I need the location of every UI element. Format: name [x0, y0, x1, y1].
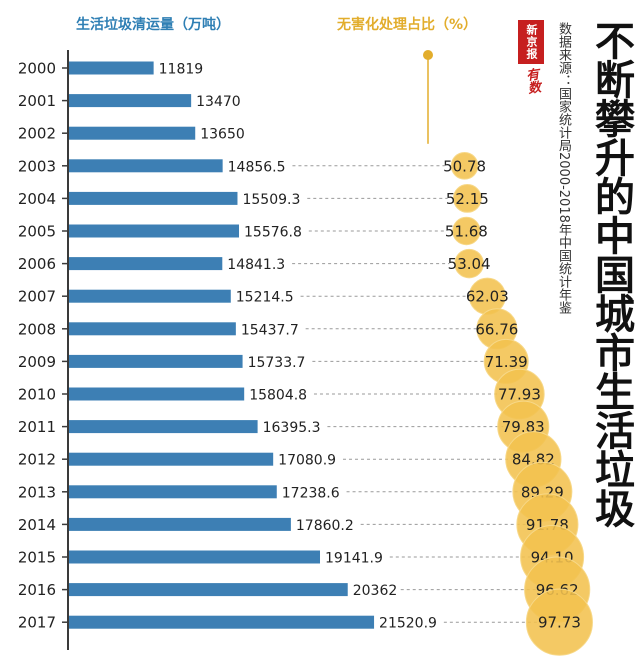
percent-label: 52.15 [446, 190, 489, 208]
bar [69, 61, 154, 75]
year-label: 2012 [18, 451, 56, 469]
bar-value-label: 15804.8 [249, 388, 307, 404]
bar [69, 289, 231, 303]
bubble-series-stem-dot [423, 50, 433, 60]
year-label: 2001 [18, 92, 56, 110]
percent-label: 97.73 [538, 614, 581, 632]
percent-label: 50.78 [443, 157, 486, 175]
percent-label: 53.04 [448, 255, 491, 273]
year-label: 2006 [18, 255, 56, 273]
year-label: 2013 [18, 483, 56, 501]
bar [69, 550, 321, 564]
logo-subtitle: 有数 [522, 67, 541, 95]
bar-value-label: 17080.9 [278, 453, 336, 469]
percent-bubble [452, 183, 482, 213]
bar-value-label: 15437.7 [241, 322, 299, 338]
percent-label: 62.03 [466, 288, 509, 306]
bar [69, 583, 348, 597]
bar [69, 159, 223, 173]
year-label: 2007 [18, 288, 56, 306]
bar [69, 257, 223, 271]
percent-bubble [454, 248, 484, 279]
year-label: 2000 [18, 60, 56, 78]
bar-value-label: 15509.3 [242, 192, 300, 208]
percent-label: 71.39 [485, 353, 528, 371]
year-label: 2008 [18, 320, 56, 338]
bar-value-label: 15733.7 [248, 355, 306, 371]
bar [69, 420, 258, 434]
bar [69, 387, 245, 401]
bar-value-label: 15576.8 [244, 225, 302, 241]
bar-value-label: 15214.5 [236, 290, 294, 306]
bar-value-label: 13470 [196, 94, 241, 110]
year-label: 2005 [18, 223, 56, 241]
chart-title: 不断攀升的中国城市生活垃圾 [588, 20, 634, 527]
bar-value-label: 19141.9 [325, 551, 383, 567]
year-label: 2014 [18, 516, 56, 534]
bar-value-label: 11819 [159, 62, 204, 78]
bar [69, 322, 236, 336]
year-label: 2015 [18, 549, 56, 567]
bar-value-label: 14856.5 [228, 159, 286, 175]
percent-bubble [452, 216, 481, 246]
year-label: 2004 [18, 190, 56, 208]
year-label: 2003 [18, 157, 56, 175]
bar [69, 517, 291, 531]
bar [69, 452, 274, 466]
year-label: 2002 [18, 125, 56, 143]
year-label: 2009 [18, 353, 56, 371]
bar-series-header: 生活垃圾清运量（万吨） [76, 17, 230, 33]
data-source-note: 数据来源：国家统计局2000-2018年中国统计年鉴 [556, 22, 571, 314]
percent-bubble [450, 151, 479, 180]
bar-value-label: 14841.3 [227, 257, 285, 273]
bar-value-label: 17860.2 [296, 518, 354, 534]
percent-label: 77.93 [498, 386, 541, 404]
bar [69, 191, 238, 205]
bar [69, 126, 196, 140]
bar-value-label: 17238.6 [282, 485, 340, 501]
year-label: 2017 [18, 614, 56, 632]
logo-mark: 新京报 [518, 20, 544, 64]
percent-bubble [525, 588, 593, 656]
percent-label: 51.68 [445, 223, 488, 241]
year-label: 2010 [18, 386, 56, 404]
logo: 新京报 有数 [514, 16, 550, 126]
year-label: 2016 [18, 581, 56, 599]
bar-value-label: 16395.3 [263, 420, 321, 436]
bubble-series-header: 无害化处理占比（%） [337, 17, 478, 33]
bar-value-label: 20362 [353, 583, 398, 599]
bar [69, 615, 375, 629]
bar [69, 94, 192, 108]
bar [69, 354, 243, 368]
bar [69, 224, 240, 238]
bar-value-label: 13650 [200, 127, 245, 143]
year-label: 2011 [18, 418, 56, 436]
bar [69, 485, 277, 499]
percent-label: 66.76 [475, 320, 518, 338]
bar-value-label: 21520.9 [379, 616, 437, 632]
